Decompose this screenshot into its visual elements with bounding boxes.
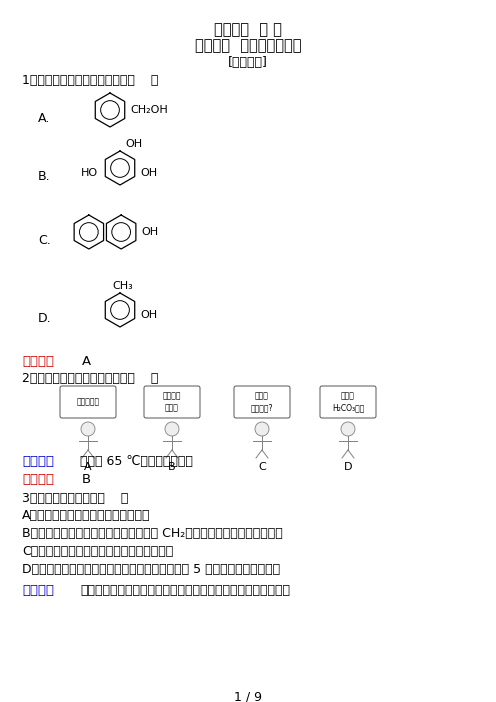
Text: OH: OH bbox=[125, 139, 142, 149]
FancyBboxPatch shape bbox=[60, 386, 116, 418]
Text: 苯酚在 65 ℃以上与水混溢。: 苯酚在 65 ℃以上与水混溢。 bbox=[80, 455, 193, 468]
Text: 第二单元  醇 酚: 第二单元 醇 酚 bbox=[214, 22, 282, 37]
Text: B: B bbox=[168, 462, 176, 472]
Text: C: C bbox=[258, 462, 266, 472]
Text: 常温下与
水混溢: 常温下与 水混溢 bbox=[163, 392, 181, 412]
FancyBboxPatch shape bbox=[144, 386, 200, 418]
Text: A.: A. bbox=[38, 112, 50, 125]
Circle shape bbox=[341, 422, 355, 436]
Text: 【答案】: 【答案】 bbox=[22, 355, 54, 368]
Text: [学业达标]: [学业达标] bbox=[228, 56, 268, 69]
Circle shape bbox=[165, 422, 179, 436]
Text: 2．下列对苯酚的认识错误的是（    ）: 2．下列对苯酚的认识错误的是（ ） bbox=[22, 372, 158, 385]
Text: D: D bbox=[344, 462, 352, 472]
Text: 苯不能与溢水发生取代反应；苯酚与苯甲醇是不同类有机物，不: 苯不能与溢水发生取代反应；苯酚与苯甲醇是不同类有机物，不 bbox=[80, 584, 290, 597]
Text: C.: C. bbox=[38, 234, 51, 247]
Circle shape bbox=[255, 422, 269, 436]
Text: 【解析】: 【解析】 bbox=[22, 455, 54, 468]
Text: A: A bbox=[84, 462, 92, 472]
Text: D．苯酚分子中由于羟基对苯环的影响，使苯环上 5 个氢原子都容易被取代: D．苯酚分子中由于羟基对苯环的影响，使苯环上 5 个氢原子都容易被取代 bbox=[22, 563, 280, 576]
Text: 能与液
溜水反应?: 能与液 溜水反应? bbox=[251, 392, 273, 412]
Text: 也叫石炭酸: 也叫石炭酸 bbox=[76, 397, 100, 406]
Text: HO: HO bbox=[81, 168, 98, 178]
Text: A: A bbox=[82, 355, 91, 368]
Text: 【答案】: 【答案】 bbox=[22, 473, 54, 486]
Text: D.: D. bbox=[38, 312, 52, 325]
Text: OH: OH bbox=[140, 168, 157, 178]
FancyBboxPatch shape bbox=[320, 386, 376, 418]
Text: OH: OH bbox=[140, 310, 157, 320]
Text: CH₂OH: CH₂OH bbox=[130, 105, 168, 115]
Text: CH₃: CH₃ bbox=[113, 281, 133, 291]
Text: B．苯酚与苯甲醇在分子组成上相差一个 CH₂原子团，因而它们互为同系物: B．苯酚与苯甲醇在分子组成上相差一个 CH₂原子团，因而它们互为同系物 bbox=[22, 527, 283, 540]
Text: B: B bbox=[82, 473, 91, 486]
Text: 酸性比
H₂CO₃的弱: 酸性比 H₂CO₃的弱 bbox=[332, 392, 364, 412]
Text: 第二课时  酚的性质和应用: 第二课时 酚的性质和应用 bbox=[195, 38, 301, 53]
Text: 【解析】: 【解析】 bbox=[22, 584, 54, 597]
Circle shape bbox=[81, 422, 95, 436]
Text: B.: B. bbox=[38, 170, 51, 183]
Text: 3．下列说法正确的是（    ）: 3．下列说法正确的是（ ） bbox=[22, 492, 128, 505]
Text: C．苯酚有毒，但医院可以用稀苯酚溶液消毒: C．苯酚有毒，但医院可以用稀苯酚溶液消毒 bbox=[22, 545, 173, 558]
Text: A．苯与苯酚都能与溢水发生取代反应: A．苯与苯酚都能与溢水发生取代反应 bbox=[22, 509, 150, 522]
Text: OH: OH bbox=[141, 227, 158, 237]
Text: 1．下列物质中不属于酚类的是（    ）: 1．下列物质中不属于酚类的是（ ） bbox=[22, 74, 158, 87]
Text: 1 / 9: 1 / 9 bbox=[234, 690, 262, 702]
FancyBboxPatch shape bbox=[234, 386, 290, 418]
